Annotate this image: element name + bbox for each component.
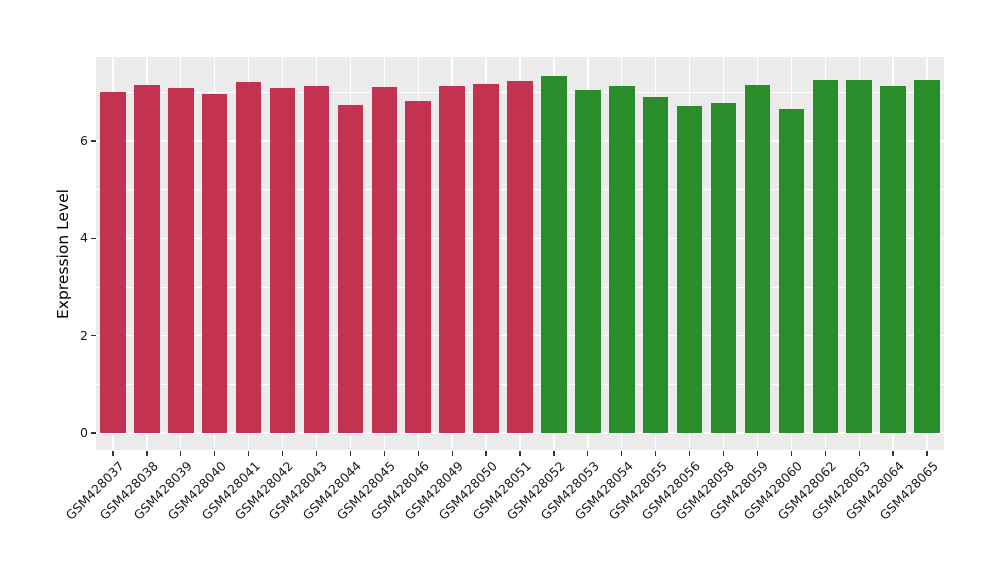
bar — [575, 89, 601, 433]
y-tick-label: 4 — [80, 230, 88, 246]
bar — [269, 87, 296, 433]
x-tick-mark — [485, 450, 487, 456]
bar — [473, 83, 499, 433]
x-tick-mark — [519, 450, 521, 456]
bar — [880, 86, 906, 433]
y-tick-label: 6 — [80, 133, 88, 149]
x-tick-mark — [315, 450, 318, 456]
bar — [371, 86, 398, 433]
x-tick-mark — [112, 450, 114, 456]
plot-panel — [96, 57, 944, 450]
x-tick-mark — [349, 450, 352, 456]
x-tick-mark — [553, 450, 555, 456]
x-tick-mark — [214, 450, 216, 456]
bar — [134, 85, 160, 433]
x-tick-mark — [247, 450, 250, 456]
bar — [914, 80, 940, 433]
y-tick-mark — [91, 335, 96, 337]
x-tick-mark — [824, 450, 826, 456]
y-tick-label: 2 — [80, 327, 88, 343]
x-tick-mark — [180, 450, 182, 456]
x-tick-mark — [926, 450, 928, 456]
bar — [439, 86, 465, 433]
y-tick-label: 0 — [80, 425, 88, 440]
x-tick-mark — [146, 450, 148, 456]
x-tick-mark — [451, 450, 453, 456]
bar — [303, 86, 330, 433]
bar — [405, 101, 431, 433]
x-tick-mark — [892, 450, 894, 456]
x-tick-mark — [722, 450, 725, 456]
bar — [507, 81, 533, 433]
x-tick-mark — [790, 450, 792, 456]
bar — [541, 75, 567, 433]
bar — [846, 80, 872, 433]
x-tick-mark — [858, 450, 860, 456]
y-tick-mark — [91, 432, 96, 434]
y-tick-mark — [91, 140, 96, 142]
bar — [235, 82, 262, 433]
x-tick-mark — [383, 450, 385, 456]
bar — [676, 105, 703, 433]
x-tick-mark — [417, 450, 419, 456]
x-tick-mark — [621, 450, 623, 456]
bar — [100, 91, 126, 433]
bar — [778, 108, 805, 433]
x-tick-mark — [587, 450, 589, 456]
bar — [744, 85, 771, 433]
bar — [337, 105, 364, 433]
y-tick-mark — [91, 237, 96, 240]
bar — [201, 93, 228, 433]
x-tick-mark — [688, 450, 691, 456]
x-tick-mark — [655, 450, 657, 456]
x-tick-mark — [281, 450, 284, 456]
bar — [609, 86, 635, 433]
bar — [642, 97, 669, 433]
bar — [710, 102, 737, 433]
y-axis-title: Expression Level — [54, 189, 72, 319]
bar — [812, 79, 839, 433]
bar — [168, 88, 194, 433]
x-tick-mark — [756, 450, 759, 456]
